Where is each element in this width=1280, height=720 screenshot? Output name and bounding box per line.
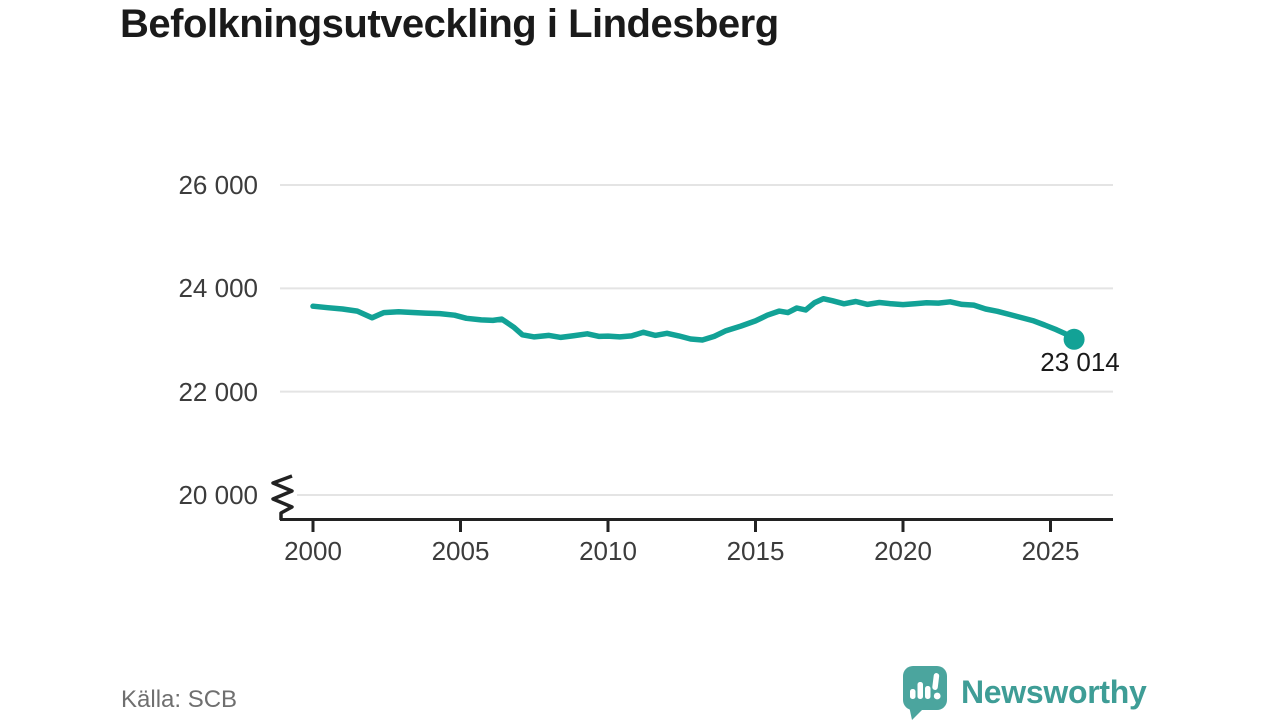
y-axis-tick-label: 20 000 <box>178 480 258 510</box>
x-axis-tick-label: 2020 <box>874 536 932 566</box>
brand-name: Newsworthy <box>961 674 1147 710</box>
axis-break-icon <box>271 474 294 520</box>
x-axis-tick-label: 2010 <box>579 536 637 566</box>
y-axis-tick-label: 22 000 <box>178 376 258 407</box>
source-label: Källa: SCB <box>121 686 238 713</box>
x-axis-tick-label: 2015 <box>726 536 785 566</box>
chart-title: Befolkningsutveckling i Lindesberg <box>120 2 779 46</box>
y-axis-tick-label: 26 000 <box>178 170 258 200</box>
x-axis-tick-label: 2005 <box>431 536 490 566</box>
y-axis-tick-label: 24 000 <box>178 273 258 304</box>
x-axis-tick-label: 2000 <box>284 536 342 566</box>
newsworthy-logo-icon <box>903 666 947 720</box>
latest-point-marker <box>1063 328 1085 350</box>
population-line <box>310 295 1077 343</box>
latest-value-label: 23 014 <box>1040 347 1120 377</box>
x-axis-tick-label: 2025 <box>1021 536 1080 566</box>
brand-footer: Newsworthy <box>899 664 1147 720</box>
